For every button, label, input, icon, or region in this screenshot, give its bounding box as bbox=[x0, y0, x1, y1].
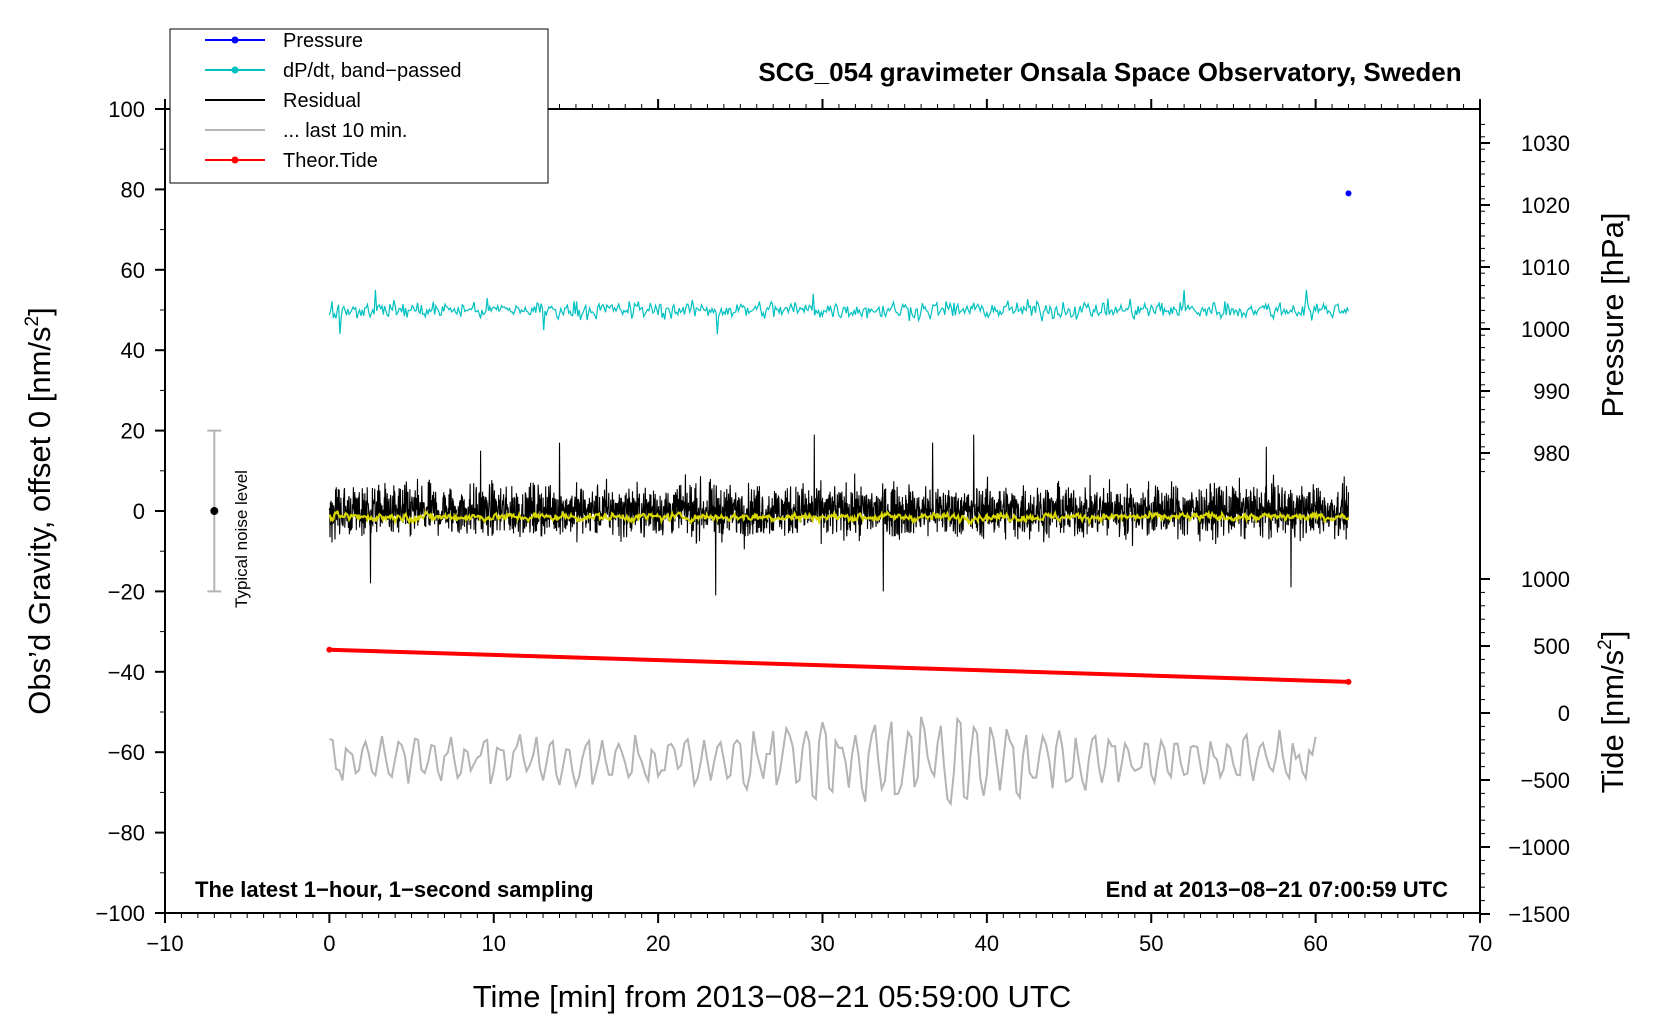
tide-axis-title-close: ] bbox=[1595, 631, 1630, 640]
series-tide-end-marker bbox=[1345, 678, 1352, 685]
x-tick-label: 10 bbox=[482, 931, 506, 956]
noise-label: Typical noise level bbox=[232, 470, 251, 608]
y-tick-label: 60 bbox=[121, 258, 145, 283]
series-residual bbox=[328, 434, 1350, 596]
legend: Pressure dP/dt, band−passed Residual ... la… bbox=[169, 28, 549, 184]
pressure-tick-label: 1010 bbox=[1521, 255, 1570, 280]
noise-bar-center bbox=[210, 507, 219, 515]
x-axis-ticks: −10 0 10 20 30 40 50 60 70 bbox=[146, 99, 1492, 956]
series-residual-smoothed bbox=[328, 509, 1350, 526]
y-axis-ticks: −100 −80 −60 −40 −20 0 20 40 60 80 100 bbox=[95, 97, 165, 926]
pressure-tick-label: 980 bbox=[1533, 441, 1570, 466]
x-tick-label: 20 bbox=[646, 931, 670, 956]
x-tick-label: 40 bbox=[975, 931, 999, 956]
pressure-tick-label: 990 bbox=[1533, 379, 1570, 404]
chart-title: SCG_054 gravimeter Onsala Space Observat… bbox=[758, 57, 1461, 87]
series-theor-tide bbox=[329, 647, 1349, 684]
y-tick-label: 0 bbox=[133, 499, 145, 524]
y-tick-label: 40 bbox=[121, 338, 145, 363]
pressure-tick-label: 1030 bbox=[1521, 131, 1570, 156]
tide-tick-label: −1000 bbox=[1508, 835, 1570, 860]
tide-axis-title-main: Tide [nm/s bbox=[1595, 650, 1630, 794]
series-layer bbox=[326, 190, 1352, 807]
tide-tick-label: −1500 bbox=[1508, 902, 1570, 927]
pressure-axis-ticks: 980 990 1000 1010 1020 1030 bbox=[1480, 123, 1570, 473]
tide-tick-label: 1000 bbox=[1521, 567, 1570, 592]
series-last-10-min bbox=[329, 716, 1317, 807]
y-tick-label: −100 bbox=[95, 901, 145, 926]
legend-label: ... last 10 min. bbox=[283, 120, 408, 142]
tide-axis-title-sup: 2 bbox=[1595, 639, 1616, 650]
legend-label: Pressure bbox=[283, 30, 363, 52]
tide-axis-ticks: −1500 −1000 −500 0 500 1000 bbox=[1480, 567, 1570, 927]
tide-axis-title: Tide [nm/s2] bbox=[1595, 631, 1630, 794]
y-axis-title-close: ] bbox=[22, 307, 57, 316]
y-tick-label: −60 bbox=[108, 740, 145, 765]
legend-label: dP/dt, band−passed bbox=[283, 60, 461, 82]
legend-marker bbox=[231, 36, 239, 44]
x-tick-label: 30 bbox=[810, 931, 834, 956]
x-tick-label: 0 bbox=[323, 931, 335, 956]
tide-tick-label: 0 bbox=[1558, 701, 1570, 726]
legend-marker bbox=[231, 66, 239, 74]
legend-label: Theor.Tide bbox=[283, 150, 378, 172]
series-tide-start-marker bbox=[326, 646, 333, 653]
legend-label: Residual bbox=[283, 90, 361, 112]
series-dpdt bbox=[328, 289, 1350, 335]
y-tick-label: 80 bbox=[121, 177, 145, 202]
tide-tick-label: 500 bbox=[1533, 634, 1570, 659]
y-tick-label: −20 bbox=[108, 579, 145, 604]
noise-bar bbox=[207, 429, 222, 593]
y-axis-title-main: Obs’d Gravity, offset 0 [nm/s bbox=[22, 326, 57, 714]
left-note: The latest 1−hour, 1−second sampling bbox=[195, 877, 594, 902]
y-tick-label: 20 bbox=[121, 419, 145, 444]
y-axis-title-sup: 2 bbox=[22, 316, 43, 327]
x-tick-label: 50 bbox=[1139, 931, 1163, 956]
tide-tick-label: −500 bbox=[1520, 768, 1570, 793]
y-tick-label: −40 bbox=[108, 660, 145, 685]
x-tick-label: −10 bbox=[146, 931, 183, 956]
x-tick-label: 60 bbox=[1303, 931, 1327, 956]
y-axis-title: Obs’d Gravity, offset 0 [nm/s2] bbox=[22, 307, 57, 714]
legend-marker bbox=[231, 156, 239, 164]
y-tick-label: 100 bbox=[108, 97, 145, 122]
pressure-tick-label: 1000 bbox=[1521, 317, 1570, 342]
pressure-tick-label: 1020 bbox=[1521, 193, 1570, 218]
pressure-axis-title: Pressure [hPa] bbox=[1595, 212, 1630, 417]
right-note: End at 2013−08−21 07:00:59 UTC bbox=[1106, 877, 1449, 902]
x-tick-label: 70 bbox=[1468, 931, 1492, 956]
y-tick-label: −80 bbox=[108, 821, 145, 846]
x-axis-title: Time [min] from 2013−08−21 05:59:00 UTC bbox=[473, 979, 1072, 1014]
series-pressure-end-marker bbox=[1345, 190, 1352, 197]
